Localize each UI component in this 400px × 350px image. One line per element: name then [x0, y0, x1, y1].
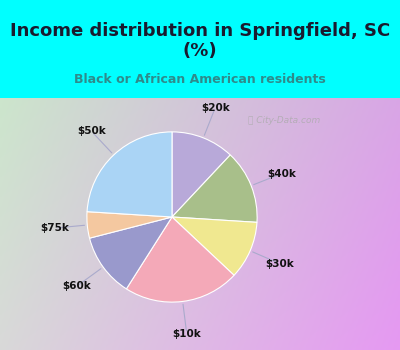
Text: $75k: $75k	[41, 223, 70, 233]
Text: Income distribution in Springfield, SC
(%): Income distribution in Springfield, SC (…	[10, 22, 390, 60]
Text: $50k: $50k	[77, 126, 106, 136]
Wedge shape	[87, 132, 172, 217]
Text: $60k: $60k	[62, 281, 91, 291]
Text: Black or African American residents: Black or African American residents	[74, 73, 326, 86]
Wedge shape	[172, 132, 230, 217]
Wedge shape	[172, 155, 257, 222]
Text: $20k: $20k	[201, 103, 230, 113]
Wedge shape	[172, 217, 257, 275]
Text: ⓘ City-Data.com: ⓘ City-Data.com	[248, 116, 320, 125]
Wedge shape	[126, 217, 234, 302]
Text: $10k: $10k	[172, 329, 201, 338]
Text: $40k: $40k	[267, 169, 296, 179]
Text: $30k: $30k	[266, 259, 294, 269]
Wedge shape	[87, 212, 172, 238]
Wedge shape	[90, 217, 172, 289]
